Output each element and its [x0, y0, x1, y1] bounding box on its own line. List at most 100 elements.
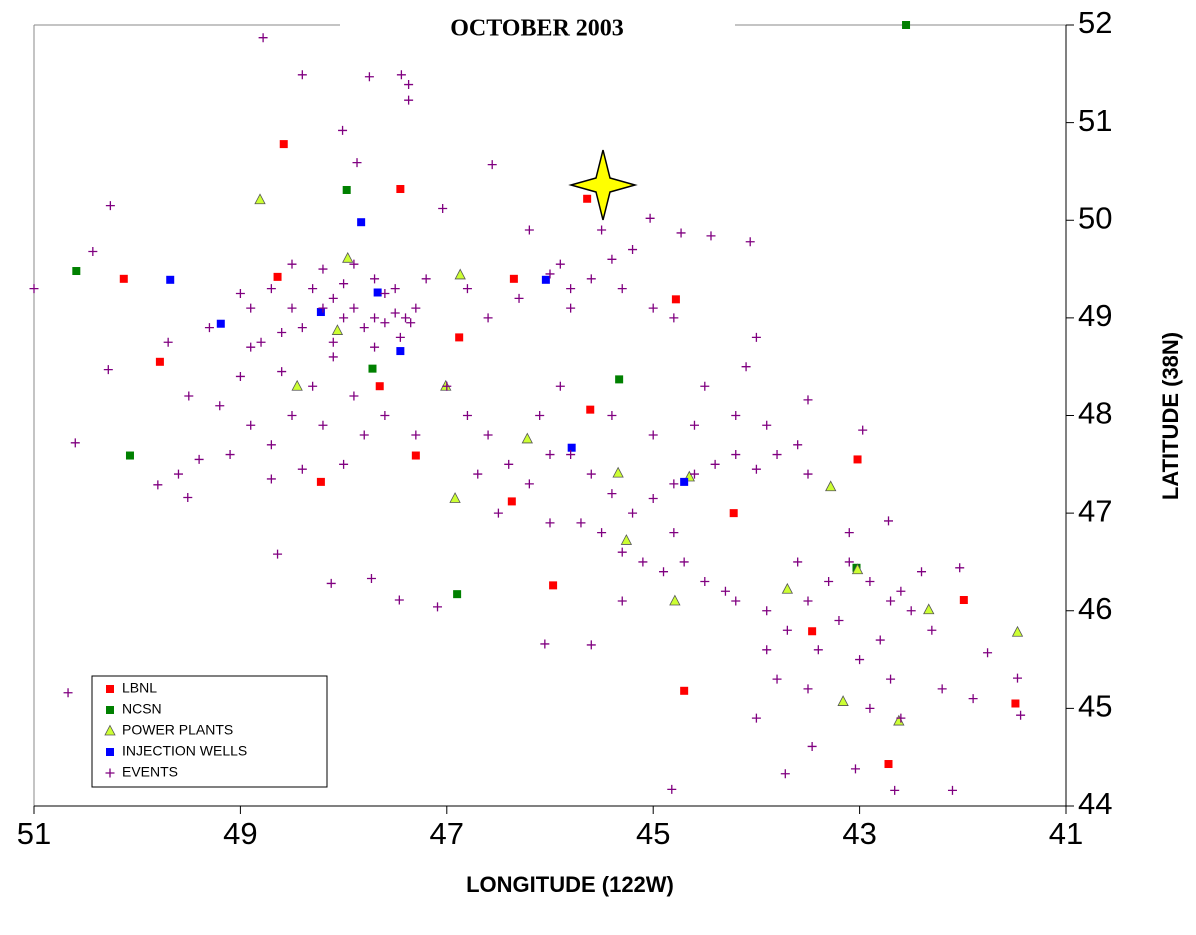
data-point	[349, 391, 359, 401]
data-point	[855, 655, 865, 665]
data-point	[404, 80, 414, 90]
data-point	[597, 528, 607, 538]
data-point	[923, 603, 935, 615]
data-point	[669, 594, 681, 606]
data-point	[235, 288, 245, 298]
data-point	[813, 645, 823, 655]
data-point	[659, 567, 669, 577]
data-point	[194, 454, 204, 464]
data-point	[338, 125, 348, 135]
data-point	[166, 275, 175, 284]
data-point	[669, 528, 679, 538]
data-point	[359, 323, 369, 333]
data-point	[586, 274, 596, 284]
data-point	[729, 509, 738, 518]
data-point	[1013, 673, 1022, 683]
data-point	[331, 324, 344, 335]
data-point	[541, 275, 550, 284]
data-point	[339, 279, 349, 289]
data-point	[648, 430, 658, 440]
data-point	[850, 764, 860, 774]
data-point	[793, 440, 803, 450]
data-point	[246, 420, 256, 430]
data-point	[328, 337, 338, 347]
data-point	[380, 318, 390, 328]
data-point	[883, 516, 893, 526]
data-point	[326, 578, 336, 588]
data-point	[507, 497, 516, 506]
x-tick-label: 43	[842, 816, 876, 851]
data-point	[741, 362, 751, 372]
data-point	[679, 557, 689, 567]
data-point	[380, 288, 390, 298]
data-point	[88, 246, 98, 256]
data-point	[462, 411, 472, 420]
y-tick-label: 48	[1078, 396, 1112, 431]
data-point	[328, 352, 338, 362]
data-point	[803, 469, 813, 479]
data-point	[246, 342, 256, 352]
data-point	[266, 440, 276, 450]
data-point	[308, 381, 318, 391]
data-point	[947, 785, 957, 795]
data-point	[235, 371, 245, 381]
data-point	[316, 308, 325, 317]
square-marker	[106, 748, 114, 756]
data-point	[837, 695, 849, 706]
data-point	[549, 581, 558, 590]
data-point	[349, 259, 359, 269]
data-point	[273, 272, 282, 281]
data-point	[370, 313, 380, 323]
legend-label: EVENTS	[122, 764, 178, 780]
data-point	[318, 303, 328, 313]
data-point	[1011, 699, 1020, 708]
data-point	[396, 70, 406, 80]
triangle-marker	[104, 724, 116, 736]
data-point	[917, 567, 927, 577]
data-point	[545, 269, 555, 279]
data-point	[339, 459, 349, 469]
data-point	[483, 313, 493, 323]
data-point	[955, 563, 965, 573]
data-point	[266, 474, 276, 484]
x-axis-label: LONGITUDE (122W)	[466, 872, 674, 897]
data-point	[927, 625, 937, 635]
data-point	[366, 574, 376, 584]
data-point	[710, 459, 720, 469]
data-point	[277, 367, 287, 377]
data-point	[125, 451, 134, 460]
legend-label: NCSN	[122, 701, 162, 717]
data-point	[453, 590, 462, 599]
data-point	[364, 72, 374, 82]
data-point	[825, 480, 837, 492]
data-point	[959, 596, 968, 605]
data-point	[342, 251, 354, 263]
data-point	[72, 267, 81, 276]
data-point	[566, 303, 576, 313]
data-point	[865, 576, 875, 586]
data-point	[586, 640, 596, 650]
data-point	[620, 534, 633, 545]
data-point	[751, 713, 761, 723]
data-point	[395, 332, 405, 342]
data-point	[153, 480, 163, 490]
data-point	[339, 313, 349, 323]
y-tick-label: 45	[1078, 689, 1112, 724]
data-point	[824, 576, 834, 586]
data-point	[462, 284, 472, 294]
data-point	[896, 713, 906, 723]
y-tick-label: 50	[1078, 200, 1112, 235]
data-point	[258, 33, 268, 43]
data-point	[504, 459, 514, 469]
data-point	[318, 264, 328, 274]
data-point	[566, 284, 576, 294]
star-marker	[568, 149, 638, 221]
legend-box	[91, 675, 328, 788]
data-point	[421, 274, 431, 284]
data-point	[411, 451, 420, 460]
data-point	[844, 528, 854, 538]
data-point	[215, 401, 225, 411]
data-point	[720, 586, 730, 596]
data-point	[455, 333, 464, 342]
data-point	[440, 379, 452, 391]
